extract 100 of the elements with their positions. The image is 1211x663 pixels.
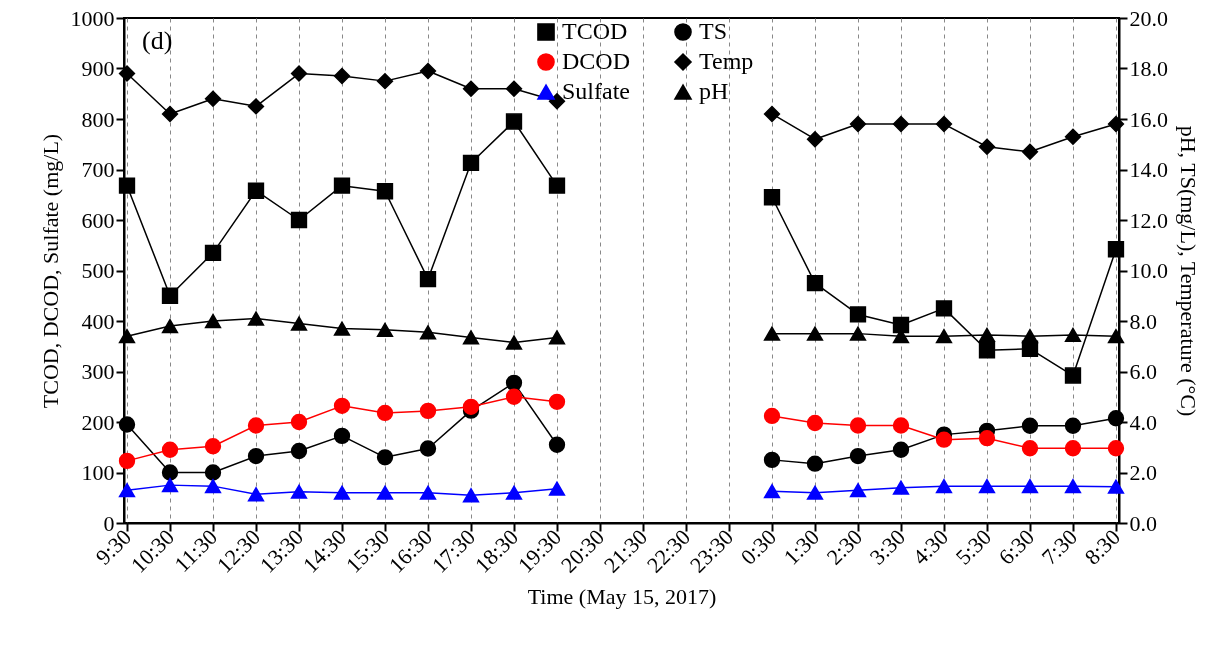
y2-tick-label: 6.0 bbox=[1129, 359, 1157, 384]
y2-tick-label: 8.0 bbox=[1129, 308, 1157, 334]
point bbox=[849, 447, 867, 465]
legend-label: Temp bbox=[699, 48, 754, 74]
x-tick-label: 8:30 bbox=[1079, 524, 1125, 570]
point bbox=[290, 316, 308, 331]
point bbox=[118, 65, 136, 82]
point bbox=[247, 182, 265, 199]
point bbox=[118, 452, 136, 470]
point bbox=[849, 326, 867, 341]
point bbox=[935, 478, 953, 494]
y-tick-label: 200 bbox=[81, 409, 115, 435]
point bbox=[247, 311, 265, 326]
point bbox=[763, 451, 781, 469]
y-tick-label: 500 bbox=[81, 258, 115, 283]
point bbox=[849, 306, 867, 323]
y2-tick-label: 16.0 bbox=[1129, 106, 1168, 132]
point bbox=[763, 407, 781, 425]
x-tick-label: 4:30 bbox=[907, 524, 953, 570]
point bbox=[978, 327, 996, 343]
point bbox=[376, 404, 394, 422]
point bbox=[1107, 440, 1125, 457]
annotation: (d) bbox=[142, 26, 173, 55]
point bbox=[849, 417, 867, 434]
point bbox=[505, 80, 523, 97]
point bbox=[1107, 479, 1125, 494]
point bbox=[806, 326, 824, 341]
x-tick-label: 3:30 bbox=[864, 524, 910, 570]
x-tick-label: 1:30 bbox=[778, 524, 824, 570]
point bbox=[1064, 417, 1082, 434]
point bbox=[763, 326, 781, 341]
y2-tick-label: 12.0 bbox=[1129, 207, 1168, 233]
point bbox=[505, 388, 523, 405]
point bbox=[204, 464, 222, 481]
point bbox=[204, 438, 222, 455]
legend-label: pH bbox=[699, 78, 729, 104]
y-axis-title: TCOD, DCOD, Sulfate (mg/L) bbox=[37, 133, 63, 409]
point bbox=[849, 115, 867, 133]
y-tick-label: 700 bbox=[81, 157, 115, 182]
point bbox=[548, 330, 566, 345]
point bbox=[978, 430, 996, 447]
point bbox=[247, 447, 265, 465]
point bbox=[376, 449, 394, 466]
point bbox=[247, 487, 265, 502]
point bbox=[161, 287, 179, 304]
point bbox=[462, 330, 480, 345]
point bbox=[548, 436, 566, 453]
point bbox=[462, 154, 480, 172]
point bbox=[806, 455, 824, 472]
point bbox=[290, 442, 308, 460]
point bbox=[204, 90, 222, 107]
x-tick-label: 5:30 bbox=[950, 524, 996, 570]
point bbox=[1064, 478, 1082, 494]
x-tick-label: 0:30 bbox=[735, 524, 781, 570]
point bbox=[892, 441, 910, 458]
point bbox=[376, 322, 394, 338]
point bbox=[1021, 417, 1039, 434]
point bbox=[333, 321, 351, 336]
point bbox=[1021, 143, 1039, 160]
point bbox=[419, 62, 437, 80]
point bbox=[333, 67, 351, 85]
point bbox=[1107, 328, 1125, 344]
point bbox=[1064, 128, 1082, 145]
x-tick-label: 6:30 bbox=[993, 524, 1039, 570]
point bbox=[290, 413, 308, 431]
y2-tick-label: 0.0 bbox=[1129, 510, 1157, 536]
point bbox=[935, 115, 953, 133]
point bbox=[462, 80, 480, 97]
point bbox=[763, 189, 781, 206]
point bbox=[118, 328, 136, 344]
point bbox=[376, 72, 394, 90]
y-tick-label: 1000 bbox=[70, 5, 115, 31]
point bbox=[505, 374, 523, 392]
y2-tick-label: 2.0 bbox=[1129, 460, 1157, 485]
point bbox=[462, 398, 480, 415]
x-tick-label: 7:30 bbox=[1036, 524, 1082, 570]
point bbox=[548, 481, 566, 496]
point bbox=[1107, 241, 1125, 258]
point bbox=[333, 485, 351, 500]
point bbox=[290, 65, 308, 82]
point bbox=[247, 98, 265, 115]
point bbox=[333, 397, 351, 414]
point bbox=[161, 477, 179, 493]
point bbox=[892, 316, 910, 334]
point bbox=[892, 480, 910, 495]
point bbox=[548, 177, 566, 194]
point bbox=[849, 483, 867, 498]
point bbox=[333, 177, 351, 194]
y-tick-label: 400 bbox=[81, 308, 115, 334]
point bbox=[1107, 410, 1125, 427]
point bbox=[935, 328, 953, 344]
legend-label: TCOD bbox=[562, 18, 628, 44]
point bbox=[806, 485, 824, 500]
point bbox=[118, 483, 136, 498]
y2-tick-label: 10.0 bbox=[1129, 258, 1168, 283]
y2-tick-label: 4.0 bbox=[1129, 409, 1157, 435]
legend-label: TS bbox=[699, 18, 728, 44]
point bbox=[204, 313, 222, 329]
y2-tick-label: 20.0 bbox=[1129, 5, 1168, 31]
point bbox=[505, 335, 523, 350]
